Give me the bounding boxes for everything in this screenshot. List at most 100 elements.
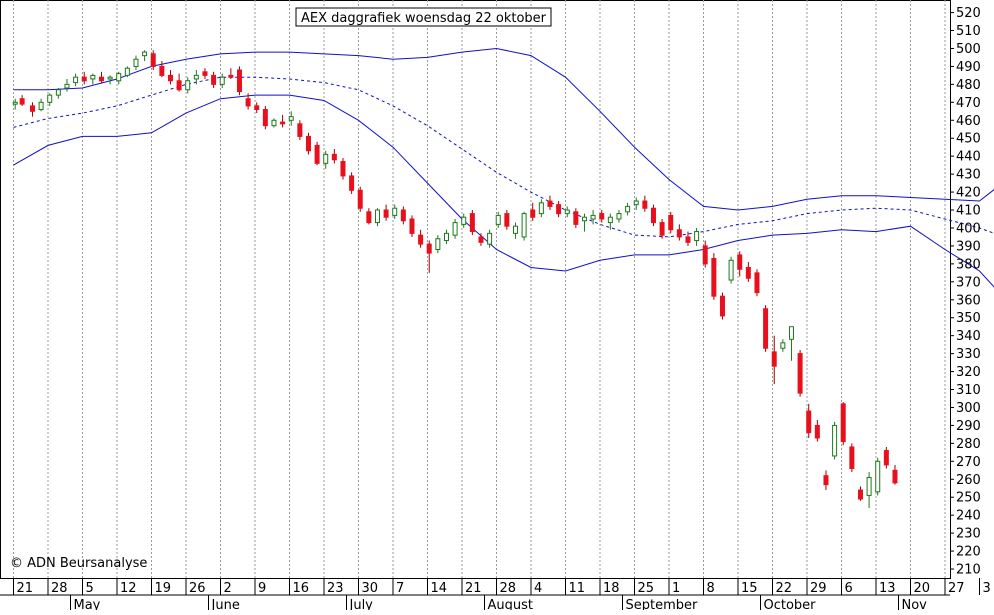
x-month-label: June [211,598,240,610]
y-tick-label: 230 [956,527,981,542]
candle-body [824,476,828,485]
candle-body [453,223,457,236]
x-month-label: August [488,598,534,610]
candle-body [660,223,664,236]
candle-body [427,244,431,253]
candle-body [367,212,371,223]
candle-body [850,447,854,469]
y-tick-label: 450 [956,132,981,147]
candle-body [600,214,604,219]
x-month-label: May [74,598,101,610]
y-tick-label: 360 [956,293,981,308]
y-tick-label: 310 [956,383,981,398]
y-tick-label: 520 [956,6,981,21]
candle-body [488,233,492,244]
candle-body [401,210,405,221]
candle-body [306,136,310,150]
grid-layer [1,0,951,579]
x-day-label: 29 [810,581,827,596]
candle-body [65,84,69,88]
candle-body [513,226,517,233]
y-tick-label: 290 [956,419,981,434]
x-day-label: 12 [120,581,137,596]
candle-body [548,201,552,206]
y-tick-label: 390 [956,239,981,254]
candle-up [876,458,880,496]
candle-body [151,54,155,67]
candle-down [350,172,354,194]
candle-body [893,470,897,483]
candle-body [410,219,414,233]
y-tick-label: 490 [956,60,981,75]
y-tick-label: 410 [956,204,981,219]
candle-body [91,75,95,79]
candle-up [729,257,733,284]
candle-up [272,118,276,127]
x-day-label: 21 [17,581,34,596]
candle-down [358,187,362,212]
y-tick-label: 270 [956,455,981,470]
plot-frame [1,1,951,579]
y-tick-label: 370 [956,275,981,290]
candle-body [220,77,224,84]
x-day-label: 13 [879,581,896,596]
candle-body [177,81,181,90]
candle-body [125,68,129,75]
y-tick-label: 480 [956,78,981,93]
candle-body [695,232,699,241]
y-tick-label: 250 [956,491,981,506]
candle-body [237,70,241,92]
x-month-label: Nov [902,598,928,610]
candle-body [393,208,397,215]
x-day-label: 27 [948,581,965,596]
candle-body [574,212,578,225]
candle-body [108,77,112,79]
candle-body [255,106,259,110]
candle-body [626,206,630,211]
x-month-label: October [764,598,817,610]
copyright-label: © ADN Beursanalyse [10,556,147,571]
candle-body [470,214,474,232]
candle-body [565,210,569,214]
candle-body [186,81,190,90]
x-day-label: 16 [293,581,310,596]
y-tick-label: 300 [956,401,981,416]
candle-body [686,237,690,242]
candle-body [39,102,43,109]
candle-body [634,201,638,205]
candle-body [99,77,103,81]
candle-body [375,210,379,223]
candle-body [332,154,336,159]
candle-body [738,255,742,269]
candle-down [341,158,345,180]
candle-down [884,447,888,469]
candle-body [350,176,354,190]
y-tick-label: 280 [956,437,981,452]
candle-down [651,205,655,227]
candle-down [470,210,474,235]
candle-down [798,350,802,397]
candle-body [263,109,267,125]
candle-down [755,269,759,296]
x-day-label: 4 [534,581,542,596]
candle-body [315,145,319,163]
candle-body [720,296,724,316]
x-day-label: 26 [189,581,206,596]
candle-body [298,124,302,137]
y-tick-label: 400 [956,221,981,236]
y-tick-label: 210 [956,563,981,578]
candle-down [263,106,267,129]
x-day-label: 28 [500,581,517,596]
x-day-label: 2 [224,581,232,596]
candle-body [505,214,509,227]
x-month-label: July [349,598,374,610]
y-tick-label: 330 [956,347,981,362]
candle-body [582,217,586,221]
candle-body [229,75,233,77]
candle-body [30,106,34,111]
x-day-label: 3 [983,581,991,596]
candle-body [479,237,483,242]
y-tick-label: 220 [956,545,981,560]
x-day-label: 1 [672,581,680,596]
